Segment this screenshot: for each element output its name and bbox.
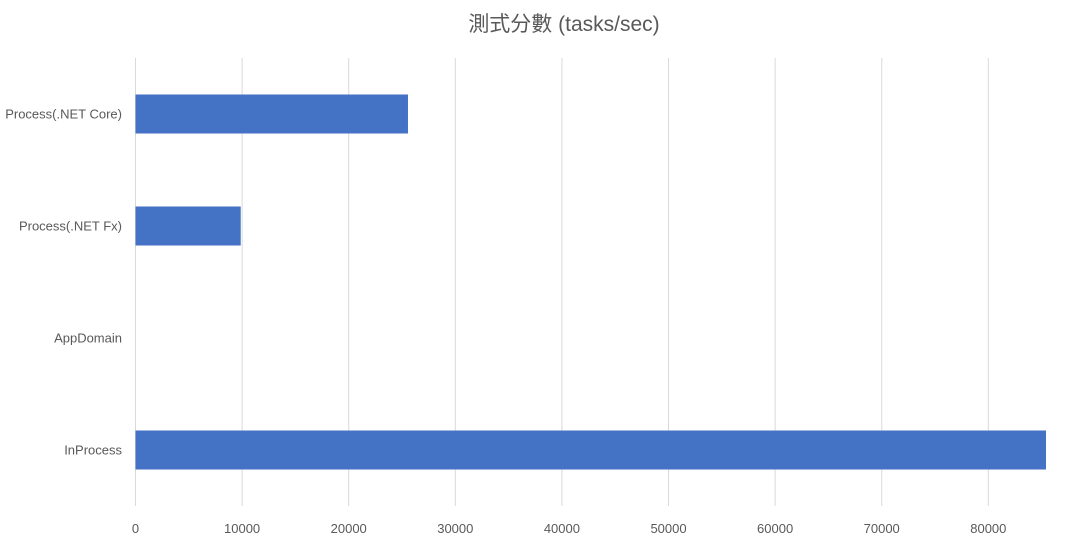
category-label: Process(.NET Core) (5, 107, 122, 122)
category-label: Process(.NET Fx) (19, 219, 122, 234)
x-tick-label: 70000 (864, 521, 900, 536)
x-tick-label: 30000 (437, 521, 473, 536)
bar (135, 94, 408, 134)
chart-title: 測式分數 (tasks/sec) (468, 13, 659, 36)
x-tick-label: 20000 (331, 521, 367, 536)
x-tick-label: 80000 (970, 521, 1006, 536)
bar (135, 430, 1046, 470)
x-tick-label: 50000 (650, 521, 686, 536)
category-label: AppDomain (54, 331, 122, 346)
x-tick-label: 40000 (544, 521, 580, 536)
category-label: InProcess (64, 443, 122, 458)
x-tick-label: 0 (132, 521, 139, 536)
bar (135, 206, 241, 246)
x-tick-label: 60000 (757, 521, 793, 536)
x-tick-label: 10000 (224, 521, 260, 536)
